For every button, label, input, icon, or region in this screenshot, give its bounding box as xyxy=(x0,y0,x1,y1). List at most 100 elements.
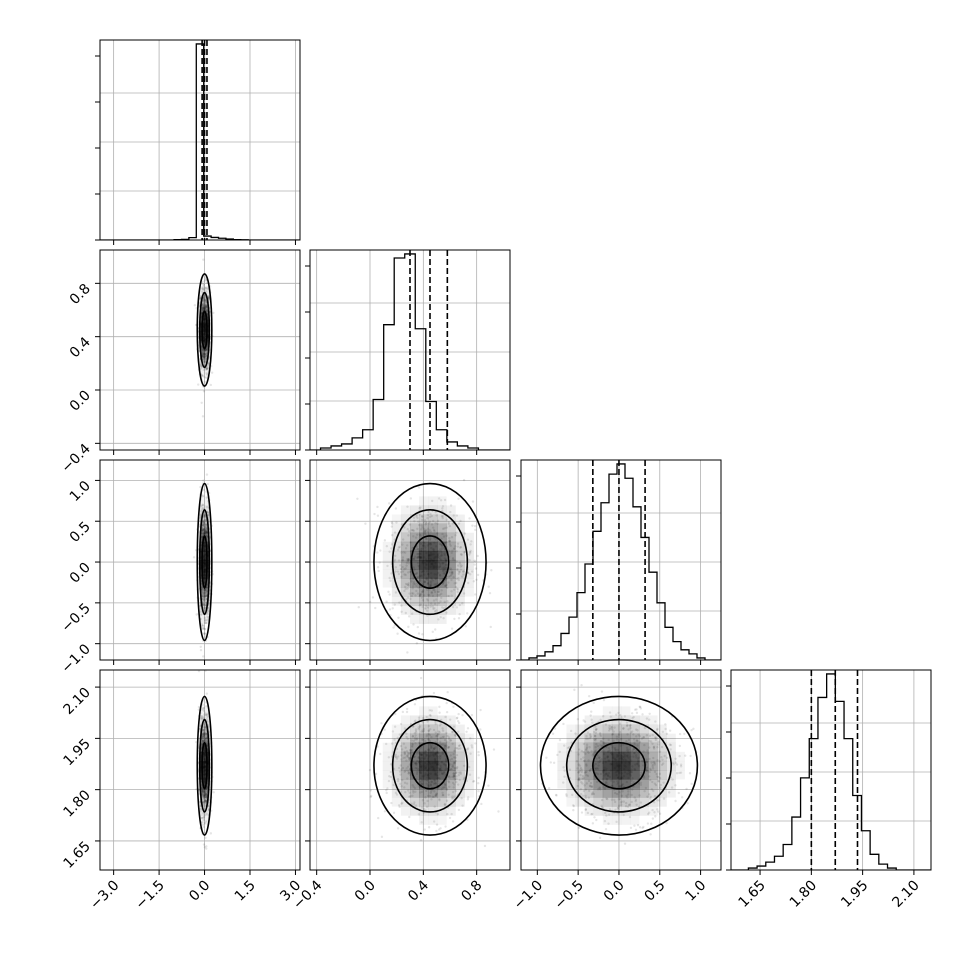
density-cell xyxy=(611,788,622,798)
density-cell xyxy=(382,779,393,789)
scatter-point xyxy=(582,789,586,793)
scatter-point xyxy=(403,526,406,529)
density-cell xyxy=(428,770,438,780)
density-cell xyxy=(557,760,567,771)
scatter-point xyxy=(418,523,421,527)
scatter-point xyxy=(423,527,426,531)
scatter-point xyxy=(432,526,435,529)
scatter-point xyxy=(433,530,436,533)
scatter-point xyxy=(622,800,626,803)
scatter-point xyxy=(201,354,204,357)
scatter-point xyxy=(203,632,206,635)
scatter-point xyxy=(426,738,430,741)
density-cell xyxy=(464,541,474,552)
scatter-point xyxy=(425,715,428,719)
scatter-point xyxy=(454,534,457,537)
scatter-point xyxy=(201,792,204,795)
scatter-point xyxy=(441,729,445,732)
y-tick-label: 2.10 xyxy=(60,685,93,718)
scatter-point xyxy=(410,744,414,747)
scatter-point xyxy=(425,522,428,525)
scatter-point xyxy=(468,773,472,776)
scatter-point xyxy=(453,783,456,786)
contour-level-0 xyxy=(592,741,646,790)
scatter-point xyxy=(203,796,206,800)
scatter-point xyxy=(602,698,606,702)
scatter-point xyxy=(634,708,637,711)
density-cell xyxy=(437,550,447,561)
scatter-point xyxy=(203,595,206,599)
scatter-point xyxy=(440,596,443,600)
scatter-point xyxy=(205,530,209,533)
scatter-point xyxy=(424,606,427,610)
density-cell xyxy=(391,797,402,807)
scatter-point xyxy=(204,530,207,533)
density-cell xyxy=(602,770,613,780)
scatter-point xyxy=(198,301,201,304)
scatter-point xyxy=(420,596,424,599)
scatter-point xyxy=(203,606,206,609)
scatter-point xyxy=(619,713,622,717)
density-cell xyxy=(566,788,576,798)
scatter-point xyxy=(580,777,583,780)
density-cell xyxy=(621,788,631,798)
scatter-point xyxy=(452,797,455,800)
density-cell xyxy=(428,751,438,762)
density-cell xyxy=(575,760,585,771)
scatter-point xyxy=(421,589,425,592)
scatter-point xyxy=(203,352,206,356)
scatter-point xyxy=(654,738,658,742)
scatter-point xyxy=(437,618,440,621)
scatter-point xyxy=(423,531,427,534)
scatter-point xyxy=(426,599,430,602)
density-cell xyxy=(584,806,595,816)
scatter-point xyxy=(432,728,436,732)
contour-level-2 xyxy=(539,695,699,836)
scatter-point xyxy=(417,586,420,589)
scatter-point xyxy=(440,537,443,540)
scatter-point xyxy=(576,767,579,770)
histogram-panel-2 xyxy=(516,459,722,665)
scatter-point xyxy=(203,355,206,358)
panel-frame xyxy=(520,669,722,871)
scatter-point xyxy=(453,769,456,772)
scatter-point xyxy=(403,573,406,576)
scatter-point xyxy=(199,716,203,720)
scatter-point xyxy=(610,726,613,729)
density-cell xyxy=(611,815,622,825)
density-cell xyxy=(455,770,465,780)
density-cell xyxy=(410,715,420,725)
scatter-point xyxy=(590,812,593,816)
scatter-point xyxy=(202,355,206,358)
scatter-point xyxy=(591,721,594,724)
density-cell xyxy=(675,751,685,762)
density-cell xyxy=(428,779,438,789)
scatter-point xyxy=(388,576,391,580)
scatter-point xyxy=(654,720,657,723)
scatter-point xyxy=(565,793,568,796)
scatter-point xyxy=(406,737,409,740)
scatter-point xyxy=(417,716,421,719)
scatter-point xyxy=(388,593,391,596)
scatter-point xyxy=(586,750,589,753)
scatter-point xyxy=(204,732,208,735)
scatter-point xyxy=(635,708,638,711)
scatter-point xyxy=(421,633,424,636)
panel-content xyxy=(100,40,300,240)
scatter-point xyxy=(587,796,591,799)
scatter-point xyxy=(202,297,206,301)
scatter-point xyxy=(420,806,424,809)
scatter-point xyxy=(421,738,424,742)
scatter-point xyxy=(203,301,207,304)
scatter-point xyxy=(466,727,470,730)
density-cell xyxy=(455,742,465,753)
scatter-point xyxy=(441,791,444,795)
scatter-point xyxy=(581,774,585,778)
scatter-point xyxy=(201,739,205,742)
scatter-point xyxy=(455,560,458,563)
scatter-point xyxy=(205,303,208,307)
scatter-point xyxy=(665,732,669,735)
scatter-point xyxy=(441,532,444,536)
scatter-point xyxy=(678,744,682,748)
scatter-point xyxy=(413,583,417,586)
